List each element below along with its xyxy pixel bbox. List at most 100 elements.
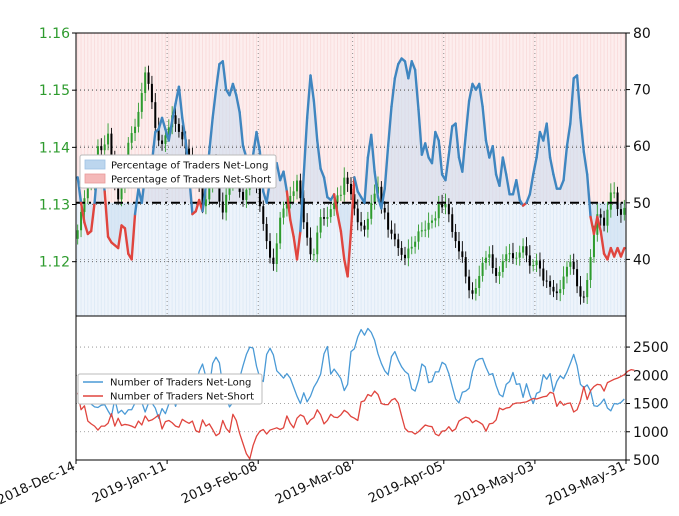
percent-net-long-segment	[177, 85, 184, 120]
candle-body	[471, 290, 474, 294]
candle-body	[481, 262, 484, 276]
percent-net-long-segment	[130, 212, 137, 261]
percent-net-long-segment	[103, 190, 110, 238]
candle-body	[424, 229, 427, 231]
bottom-legend-label: Number of Traders Net-Long	[110, 378, 251, 389]
price-tick-label: 1.16	[39, 26, 70, 42]
percent-net-long-segment	[305, 74, 312, 120]
candle-body	[289, 195, 292, 203]
candle-body	[451, 214, 454, 232]
percent-net-long-segment	[353, 176, 359, 193]
candle-body	[258, 185, 261, 207]
percent-net-long-segment	[535, 130, 542, 159]
percent-net-long-segment	[467, 82, 474, 103]
top-legend: Percentage of Traders Net-Long Percentage…	[79, 154, 277, 189]
percent-net-long-segment	[413, 68, 420, 111]
count-tick-label: 2000	[633, 368, 669, 384]
percent-net-long-segment	[505, 173, 511, 196]
percent-net-long-segment	[619, 246, 626, 258]
percent-net-long-segment	[238, 111, 245, 148]
candle-body	[150, 83, 153, 103]
candle-body	[400, 247, 403, 255]
percent-net-long-segment	[592, 215, 599, 236]
candle-body	[188, 148, 191, 159]
percent-net-long-segment	[417, 108, 424, 156]
candle-body	[329, 209, 332, 218]
candle-body	[538, 260, 541, 269]
candle-body	[360, 222, 363, 226]
percent-net-long-segment	[76, 176, 83, 205]
candle-body	[454, 231, 457, 242]
candle-body	[272, 257, 275, 264]
candle-body	[282, 208, 285, 218]
candle-body	[508, 253, 511, 255]
candle-body	[478, 275, 481, 288]
date-tick-label: 2019-Jan-11	[90, 459, 169, 506]
percent-net-long-segment	[339, 229, 346, 261]
count-tick-label: 2500	[633, 340, 669, 356]
percent-net-long-segment	[316, 139, 322, 171]
date-tick-label: 2018-Dec-14	[0, 459, 78, 508]
candle-body	[555, 291, 558, 294]
percent-net-long-segment	[322, 176, 329, 199]
net-long-swatch	[84, 159, 106, 170]
date-tick-label: 2019-Apr-05	[366, 459, 445, 507]
candle-body	[181, 131, 184, 140]
percent-net-long-segment	[478, 82, 484, 108]
count-tick-label: 1500	[633, 397, 669, 413]
candle-body	[559, 289, 562, 294]
percent-net-long-segment	[383, 144, 390, 190]
candle-body	[296, 180, 299, 192]
candle-body	[343, 177, 346, 195]
candle-body	[356, 208, 359, 223]
candle-body	[137, 111, 140, 127]
candle-body	[130, 133, 133, 143]
percent-net-long-segment	[407, 60, 413, 80]
net-short-swatch	[84, 173, 106, 184]
candle-body	[144, 72, 147, 94]
percent-net-long-segment	[312, 99, 319, 142]
percent-net-long-segment	[606, 246, 613, 261]
candle-body	[515, 257, 518, 259]
candle-body	[606, 209, 609, 226]
candle-body	[275, 243, 278, 264]
candle-body	[609, 192, 612, 210]
candle-body	[306, 222, 309, 238]
candle-body	[201, 186, 204, 207]
percent-net-long-segment	[579, 116, 586, 154]
candle-body	[265, 223, 268, 242]
bottom-panel-frame	[75, 315, 627, 461]
percent-net-long-segment	[133, 187, 140, 216]
candle-body	[511, 253, 514, 259]
candle-body	[86, 183, 89, 199]
percent-net-long-segment	[393, 62, 400, 80]
percent-net-long-segment	[447, 125, 454, 156]
candle-body	[491, 254, 494, 268]
candle-body	[387, 212, 390, 230]
percent-net-long-segment	[231, 82, 238, 97]
candle-body	[174, 115, 177, 124]
candle-body	[484, 257, 487, 263]
percent-net-long-segment	[302, 116, 309, 176]
candle-body	[619, 209, 622, 215]
percent-net-long-segment	[548, 156, 555, 176]
percent-net-long-segment	[211, 88, 218, 120]
candle-body	[322, 217, 326, 219]
candle-body	[363, 225, 366, 230]
candle-body	[292, 191, 295, 196]
candle-body	[319, 217, 322, 233]
date-tick-label: 2019-Mar-08	[273, 459, 354, 508]
candle-body	[110, 133, 113, 158]
percent-net-long-segment	[410, 60, 417, 71]
percent-net-long-segment	[484, 139, 491, 159]
percent-net-long-segment	[565, 122, 572, 148]
percent-net-long-segment	[515, 178, 521, 202]
candle-body	[154, 102, 157, 128]
candle-body	[623, 207, 626, 215]
percent-net-long-segment	[309, 74, 316, 103]
percent-net-long-segment	[481, 105, 488, 142]
candle-body	[177, 123, 180, 132]
candle-body	[495, 267, 498, 276]
candle-body	[498, 271, 501, 276]
percent-net-long-segment	[582, 150, 589, 176]
